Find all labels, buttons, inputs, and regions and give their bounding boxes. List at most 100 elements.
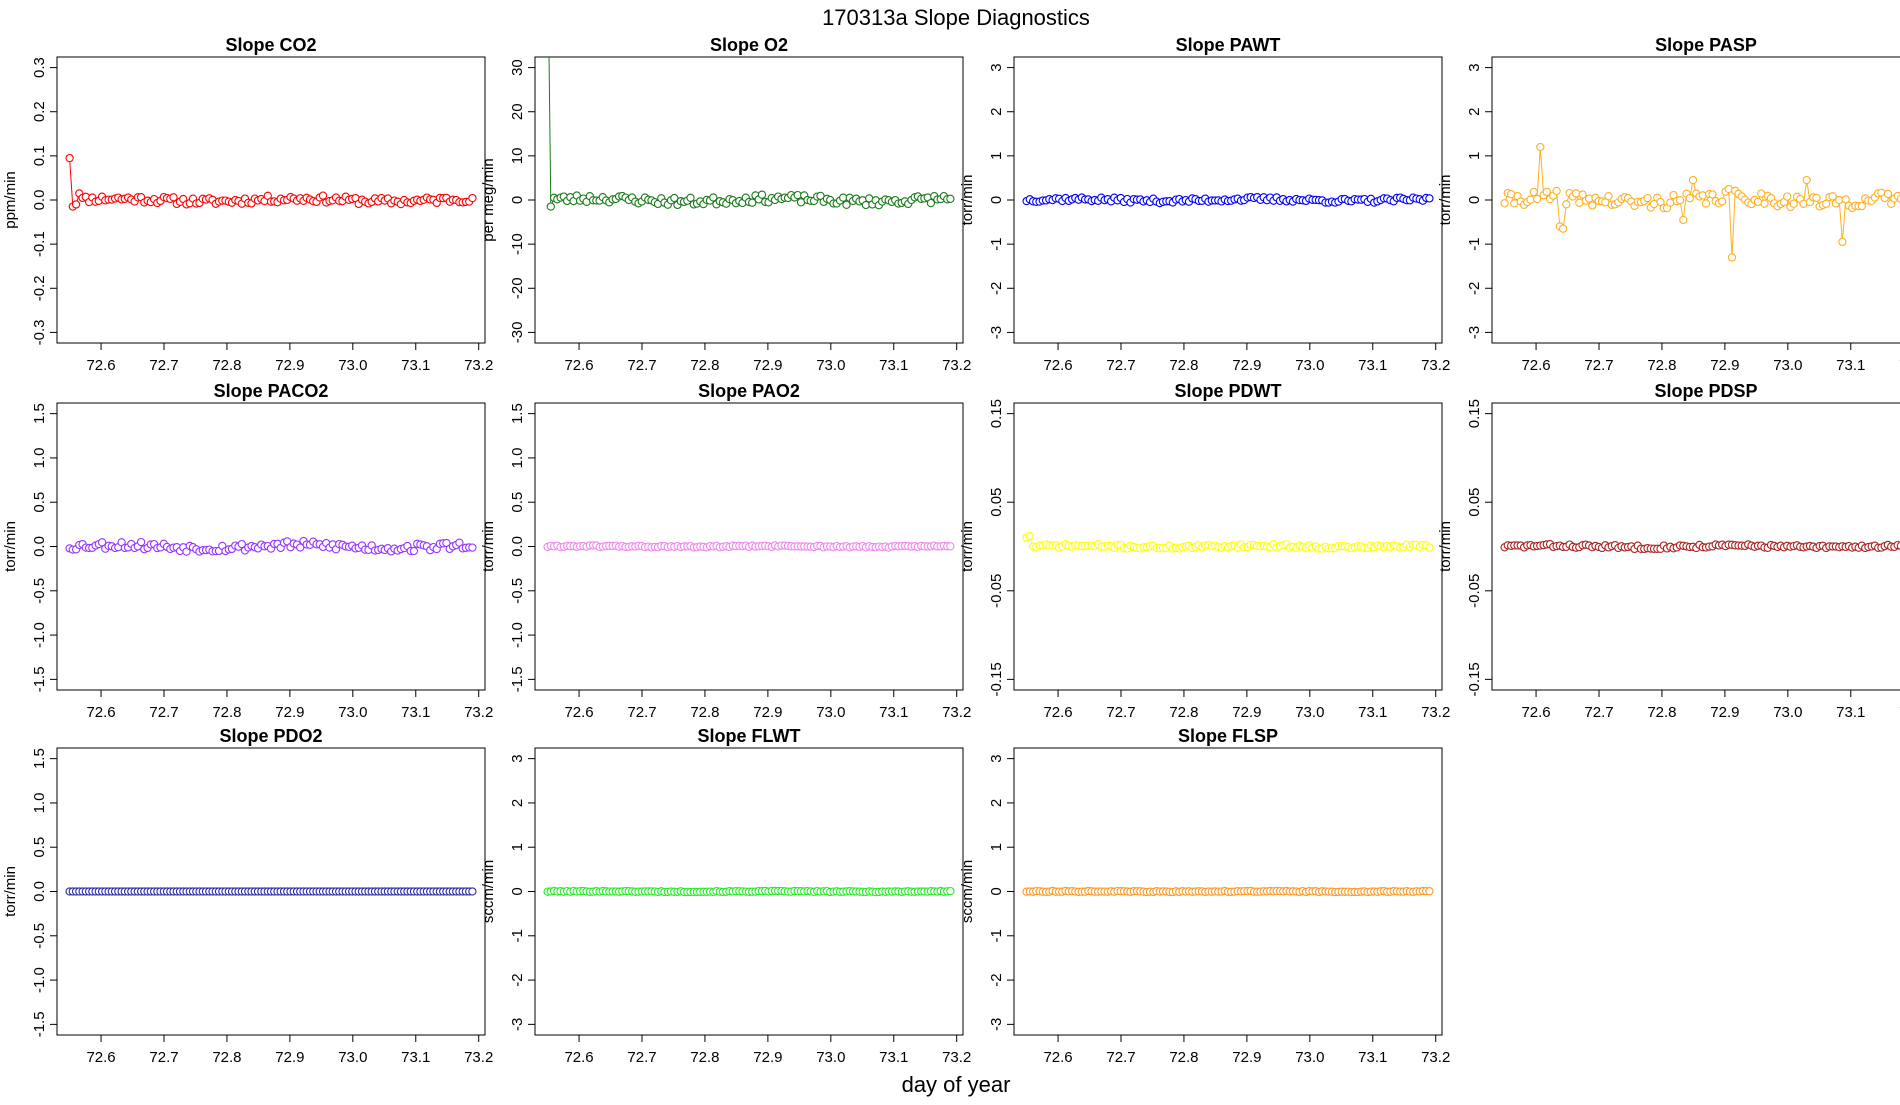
data-point	[1500, 199, 1509, 208]
y-tick-label: 1.0	[509, 447, 526, 468]
x-tick-label: 72.9	[753, 1049, 782, 1066]
y-tick-label: 3	[1466, 63, 1483, 71]
x-tick-label: 73.1	[1358, 1049, 1387, 1066]
panel-title: Slope FLWT	[698, 726, 801, 746]
x-tick-label: 73.1	[1358, 704, 1387, 721]
y-tick-label: -1.5	[31, 1011, 48, 1037]
panel-title: Slope PACO2	[214, 381, 329, 401]
data-point	[296, 543, 305, 552]
data-point	[468, 193, 477, 203]
data-point	[546, 202, 555, 211]
x-tick-label: 73.2	[942, 357, 971, 374]
data-point	[1679, 215, 1688, 225]
x-tick-label: 73.0	[816, 357, 845, 374]
y-tick-label: -1	[988, 929, 1005, 942]
x-tick-label: 72.8	[1169, 704, 1198, 721]
panel-title: Slope PASP	[1655, 35, 1757, 55]
y-tick-label: 0.05	[1466, 488, 1483, 517]
y-tick-label: 0.1	[31, 145, 48, 166]
data-point	[409, 546, 419, 556]
data-point	[1838, 237, 1847, 247]
y-tick-label: 0	[988, 196, 1005, 204]
data-point	[686, 193, 695, 202]
data-point	[1571, 189, 1581, 198]
panel-slope-o2: Slope O2 per meg/min -30 -20 -10 0 10 20 30 72.6 7…	[480, 35, 971, 374]
y-axis-label: sccm/min	[959, 860, 976, 923]
data-point	[1688, 175, 1698, 185]
data-point	[1025, 531, 1034, 541]
panel-title: Slope PDO2	[219, 726, 322, 746]
x-tick-label: 73.1	[1358, 357, 1387, 374]
x-tick-label: 73.0	[816, 1049, 845, 1066]
y-tick-label: 3	[988, 754, 1005, 762]
panel-slope-pdsp: Slope PDSP torr/min -0.15 -0.05 0.05 0.15 72.6…	[1437, 381, 1900, 721]
y-tick-label: -10	[509, 233, 526, 255]
x-tick-label: 73.1	[879, 357, 908, 374]
data-point	[1701, 199, 1711, 208]
panel-slope-paco2: Slope PACO2 torr/min -1.5 -1.0 -0.5 0.0 0.5 1.0…	[2, 381, 493, 721]
series-group	[65, 887, 477, 896]
x-tick-label: 73.2	[1421, 357, 1450, 374]
y-tick-label: -1	[1466, 237, 1483, 250]
x-tick-label: 72.6	[1043, 704, 1072, 721]
y-tick-label: -3	[509, 1018, 526, 1031]
data-point	[757, 190, 767, 199]
y-tick-label: 1	[988, 843, 1005, 851]
x-tick-label: 72.7	[627, 704, 656, 721]
series-group	[1022, 886, 1434, 897]
y-tick-label: 3	[509, 754, 526, 762]
data-point	[1802, 175, 1811, 185]
y-tick-label: -0.05	[1466, 574, 1483, 608]
x-tick-label: 73.0	[1295, 704, 1324, 721]
plot-frame	[1013, 402, 1443, 691]
y-tick-label: 0.15	[988, 399, 1005, 428]
x-tick-label: 72.9	[753, 704, 782, 721]
y-tick-label: -0.2	[31, 275, 48, 301]
x-tick-label: 73.2	[1421, 704, 1450, 721]
x-tick-label: 72.8	[1169, 1049, 1198, 1066]
y-tick-label: -1	[988, 237, 1005, 250]
y-tick-label: 30	[509, 59, 526, 76]
x-tick-label: 73.0	[1295, 1049, 1324, 1066]
panel-title: Slope PDSP	[1654, 381, 1757, 401]
y-tick-label: 1	[1466, 152, 1483, 160]
series-line	[548, 57, 951, 207]
x-tick-label: 72.9	[1232, 1049, 1261, 1066]
y-tick-label: -2	[1466, 282, 1483, 295]
x-tick-label: 72.6	[86, 704, 115, 721]
data-point	[1718, 197, 1727, 206]
x-tick-label: 72.9	[1232, 704, 1261, 721]
y-tick-label: -1.0	[31, 622, 48, 648]
series-group	[1500, 540, 1900, 554]
y-tick-label: 3	[988, 63, 1005, 71]
x-tick-label: 72.6	[564, 704, 593, 721]
data-point	[1558, 224, 1568, 233]
data-point	[318, 191, 328, 200]
x-tick-label: 72.7	[627, 357, 656, 374]
y-tick-label: 0.05	[988, 488, 1005, 517]
data-point	[1675, 196, 1685, 205]
x-tick-label: 72.9	[275, 1049, 304, 1066]
x-tick-label: 72.6	[1043, 357, 1072, 374]
x-tick-label: 73.0	[338, 357, 367, 374]
y-tick-label: -2	[988, 282, 1005, 295]
x-tick-label: 72.8	[1169, 357, 1198, 374]
x-tick-label: 72.7	[1584, 357, 1613, 374]
panel-title: Slope CO2	[225, 35, 316, 55]
x-tick-label: 72.7	[627, 1049, 656, 1066]
panels: Slope CO2 ppm/min -0.3 -0.2 -0.1 0.0 0.1 0.2 0.3…	[2, 35, 1900, 1066]
panel-title: Slope FLSP	[1178, 726, 1278, 746]
y-tick-label: 0	[509, 887, 526, 895]
y-tick-label: 0.0	[31, 536, 48, 557]
x-tick-label: 72.8	[690, 357, 719, 374]
y-tick-label: -1.0	[31, 967, 48, 993]
data-point	[670, 193, 679, 203]
x-tick-label: 72.9	[1710, 357, 1739, 374]
data-point	[65, 153, 74, 163]
x-tick-label: 73.2	[464, 1049, 493, 1066]
y-axis-label: torr/min	[959, 175, 976, 226]
x-tick-label: 72.8	[212, 1049, 241, 1066]
panel-slope-pao2: Slope PAO2 torr/min -1.5 -1.0 -0.5 0.0 0.5 1.0 1…	[480, 381, 971, 721]
y-tick-label: 0.15	[1466, 399, 1483, 428]
